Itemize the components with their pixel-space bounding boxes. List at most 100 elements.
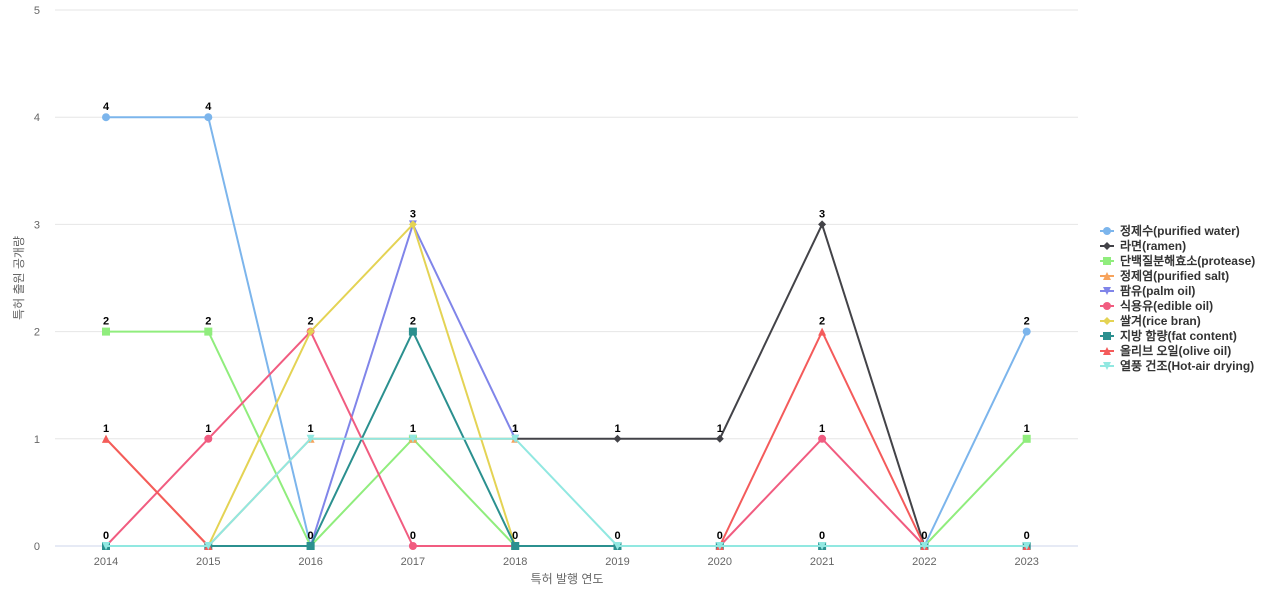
data-point [102, 327, 110, 336]
data-label: 0 [1024, 530, 1030, 542]
data-label: 1 [512, 423, 518, 435]
legend-marker [1103, 317, 1111, 325]
data-point [818, 220, 827, 229]
legend-label: 올리브 오일(olive oil) [1120, 343, 1231, 358]
legend-label: 정제수(purified water) [1120, 223, 1240, 238]
data-label: 2 [1024, 316, 1030, 328]
data-label: 3 [410, 208, 416, 220]
data-label: 1 [717, 423, 723, 435]
data-point [1022, 327, 1031, 336]
data-label: 1 [308, 423, 314, 435]
legend-label: 쌀겨(rice bran) [1120, 313, 1201, 328]
data-point [818, 327, 827, 336]
data-label: 2 [308, 316, 314, 328]
data-point [818, 434, 827, 443]
data-point [511, 434, 520, 443]
legend-item[interactable]: 식용유(edible oil) [1100, 298, 1213, 313]
y-tick-label: 4 [34, 112, 40, 124]
x-tick-label: 2019 [605, 556, 629, 568]
data-point [102, 434, 110, 443]
data-label: 1 [103, 423, 109, 435]
data-label: 1 [1024, 423, 1030, 435]
legend-item[interactable]: 단백질분해효소(protease) [1100, 253, 1255, 268]
x-tick-label: 2020 [708, 556, 732, 568]
series-5 [306, 220, 520, 550]
legend-label: 정제염(purified salt) [1120, 268, 1229, 283]
legend-item[interactable]: 지방 함량(fat content) [1100, 328, 1237, 343]
data-label: 1 [819, 423, 825, 435]
y-tick-label: 3 [34, 219, 40, 231]
data-point [204, 542, 213, 550]
legend-label: 지방 함량(fat content) [1120, 328, 1237, 343]
x-tick-label: 2016 [298, 556, 322, 568]
x-tick-label: 2014 [94, 556, 118, 568]
data-point [408, 542, 417, 550]
legend-marker [1103, 227, 1111, 235]
legend-label: 단백질분해효소(protease) [1120, 253, 1255, 268]
data-point [715, 434, 724, 443]
data-label: 2 [205, 316, 211, 328]
legend-label: 팜유(palm oil) [1120, 283, 1195, 298]
data-point [715, 542, 724, 550]
data-label: 0 [410, 530, 416, 542]
data-point [204, 327, 213, 336]
data-point [511, 542, 520, 550]
data-point [102, 542, 110, 550]
data-label: 3 [819, 208, 825, 220]
data-point [613, 542, 622, 550]
data-label: 0 [819, 530, 825, 542]
series-10 [102, 434, 1031, 550]
legend-marker [1103, 302, 1111, 310]
series-group [102, 113, 1031, 550]
data-point [306, 327, 315, 336]
data-label: 0 [308, 530, 314, 542]
data-point [408, 434, 417, 443]
x-axis-title: 특허 발행 연도 [531, 571, 604, 586]
legend-marker [1103, 347, 1111, 355]
data-point [1022, 434, 1031, 443]
data-label: 2 [819, 316, 825, 328]
y-tick-label: 0 [34, 541, 40, 553]
data-point [204, 434, 213, 443]
data-label: 1 [512, 423, 518, 435]
legend-label: 열풍 건조(Hot-air drying) [1120, 358, 1254, 373]
data-point [204, 113, 213, 122]
legend-marker [1103, 362, 1111, 370]
y-axis-title: 특허 출원 공개량 [12, 236, 26, 320]
data-label: 2 [410, 316, 416, 328]
x-tick-label: 2017 [401, 556, 425, 568]
legend-item[interactable]: 열풍 건조(Hot-air drying) [1100, 358, 1254, 373]
legend-marker [1103, 272, 1111, 280]
data-label: 0 [717, 530, 723, 542]
y-tick-label: 1 [34, 434, 40, 446]
y-tick-label: 5 [34, 5, 40, 17]
data-point [920, 542, 929, 550]
data-point [818, 542, 827, 550]
legend-item[interactable]: 정제수(purified water) [1100, 223, 1240, 238]
data-label: 0 [103, 530, 109, 542]
legend-item[interactable]: 올리브 오일(olive oil) [1100, 343, 1231, 358]
gridlines [55, 9, 1078, 547]
x-tick-label: 2015 [196, 556, 220, 568]
legend-item[interactable]: 정제염(purified salt) [1100, 268, 1229, 283]
series-line [515, 223, 926, 547]
legend-marker [1103, 332, 1111, 340]
legend-item[interactable]: 쌀겨(rice bran) [1100, 313, 1201, 328]
data-point [408, 220, 417, 229]
data-label: 0 [512, 530, 518, 542]
legend-item[interactable]: 팜유(palm oil) [1100, 283, 1195, 298]
legend-marker [1103, 257, 1111, 265]
data-label: 0 [614, 530, 620, 542]
data-label: 2 [103, 316, 109, 328]
x-tick-label: 2023 [1014, 556, 1038, 568]
x-tick-label: 2018 [503, 556, 527, 568]
legend-item[interactable]: 라면(ramen) [1100, 238, 1186, 253]
legend-marker [1103, 242, 1111, 250]
legend: 정제수(purified water)라면(ramen)단백질분해효소(prot… [1100, 223, 1255, 373]
x-tick-label: 2022 [912, 556, 936, 568]
data-point [1022, 542, 1031, 550]
y-tick-label: 2 [34, 327, 40, 339]
data-label: 1 [410, 423, 416, 435]
